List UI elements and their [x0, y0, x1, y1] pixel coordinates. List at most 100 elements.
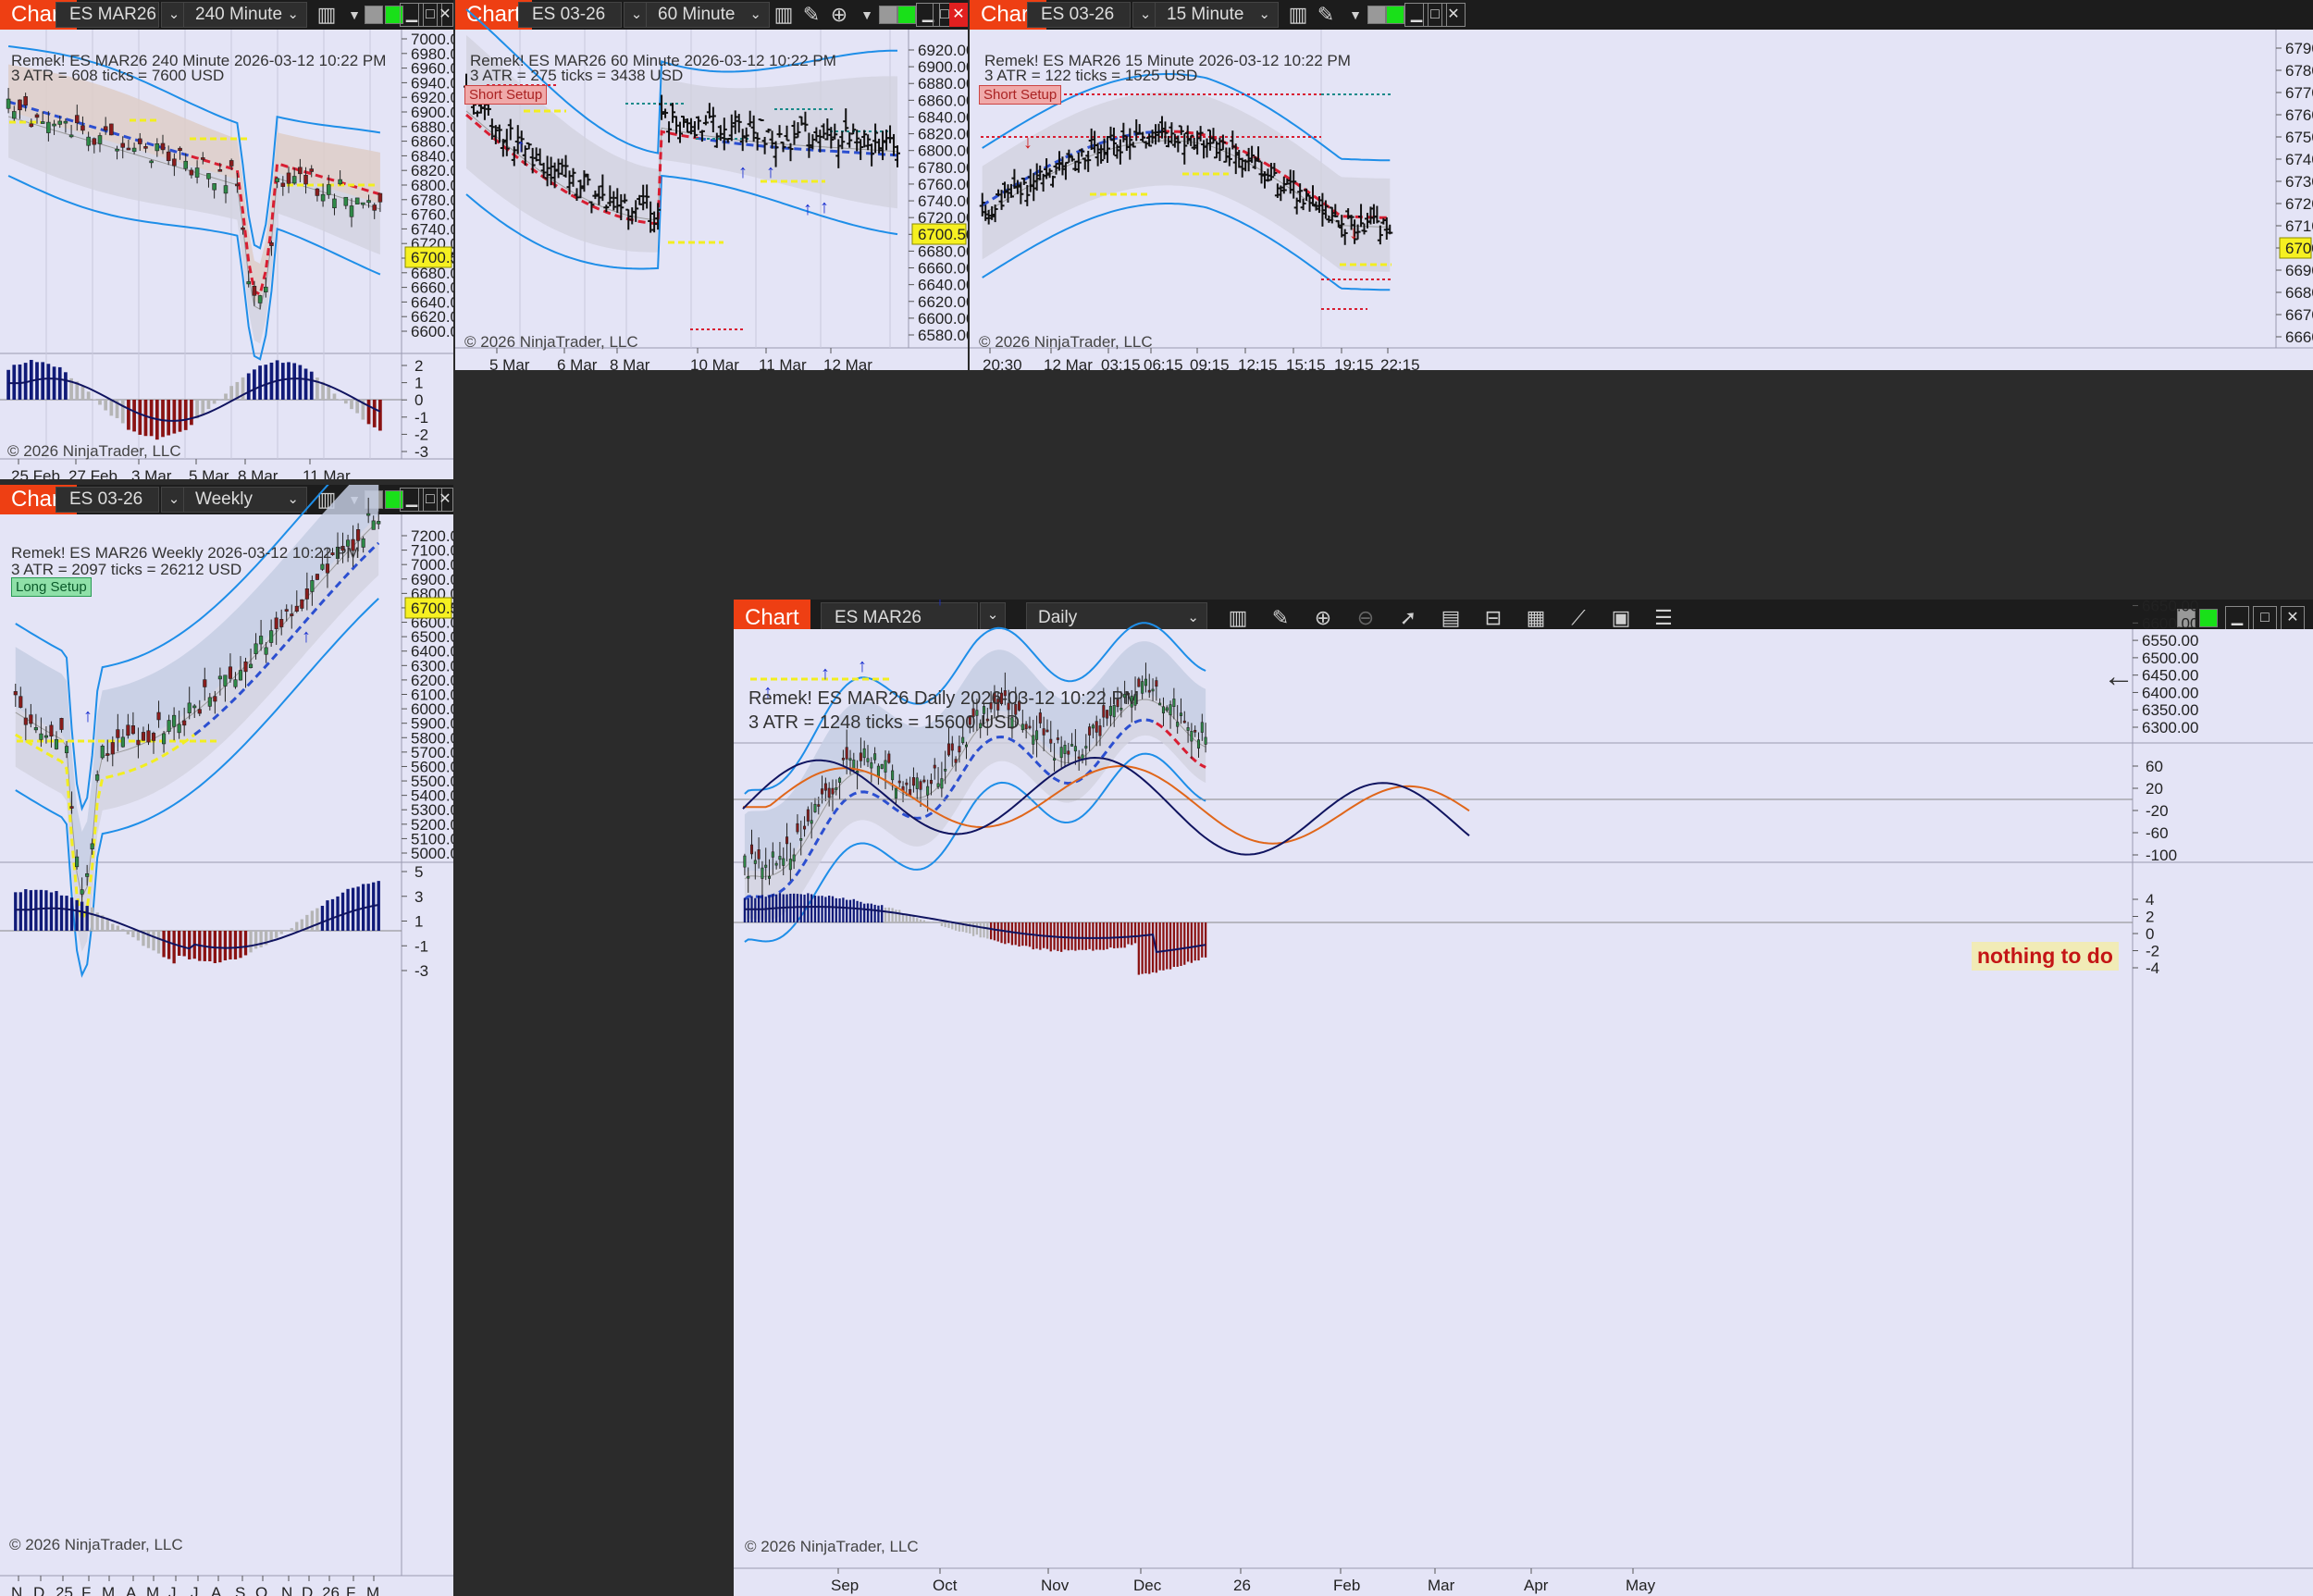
time-axis-label: 19:15: [1334, 356, 1374, 370]
pointer-icon[interactable]: ➚: [1399, 606, 1417, 629]
histogram-bar: [161, 400, 165, 438]
histogram-bar: [126, 931, 130, 934]
indicators-icon[interactable]: ▦: [1526, 606, 1546, 629]
close-button[interactable]: ✕: [437, 3, 453, 27]
instrument-dropdown-button[interactable]: ⌄: [161, 2, 187, 28]
minimize-button[interactable]: ▁: [1404, 3, 1429, 27]
histogram-bar: [891, 908, 894, 922]
bar-type-icon[interactable]: ▥: [1288, 3, 1308, 26]
period-selector[interactable]: 60 Minute ⌄: [646, 2, 770, 28]
maximize-button[interactable]: □: [418, 3, 442, 27]
period-selector[interactable]: 15 Minute ⌄: [1155, 2, 1279, 28]
candle-body: [1077, 756, 1081, 760]
histogram-bar: [55, 891, 58, 931]
list-icon[interactable]: ▣: [1611, 606, 1631, 629]
maximize-button[interactable]: □: [1423, 3, 1447, 27]
chevron-down-icon: ⌄: [287, 6, 299, 22]
histogram-bar: [241, 377, 245, 400]
instrument-selector[interactable]: ES 03-26: [1027, 2, 1131, 28]
osc-axis-label: 4: [2146, 891, 2154, 909]
histogram-bar: [846, 899, 848, 922]
histogram-bar: [895, 909, 897, 922]
price-axis-label: 6920.00: [411, 89, 453, 106]
histogram-bar: [1074, 922, 1077, 951]
chart-window-15min[interactable]: Chart ES 03-26 ⌄ 15 Minute ⌄ ▥ ✎ ▼ ▁ □ ✕ …: [970, 0, 2313, 370]
instrument-link-button[interactable]: [1386, 6, 1404, 24]
instrument-link-button[interactable]: [385, 6, 403, 24]
pencil-icon[interactable]: ✎: [802, 3, 821, 26]
zoom-in-icon[interactable]: ⊕: [830, 3, 848, 26]
maximize-button[interactable]: □: [418, 488, 442, 512]
candle-body: [989, 702, 993, 710]
time-axis-label: 12:15: [1238, 356, 1278, 370]
zoom-out-icon[interactable]: ⊖: [1356, 606, 1375, 629]
period-selector[interactable]: 240 Minute ⌄: [183, 2, 307, 28]
candle-body: [269, 630, 274, 643]
instrument-selector[interactable]: ES MAR26: [821, 602, 978, 634]
minimize-button[interactable]: ▁: [400, 3, 424, 27]
chart-window-240min[interactable]: Chart ES MAR26 ⌄ 240 Minute ⌄ ▥ ▼ ▁ □ ✕ 7…: [0, 0, 453, 479]
instrument-selector[interactable]: ES 03-26: [518, 2, 622, 28]
chevron-down-icon[interactable]: ▼: [348, 7, 361, 22]
strategy-icon[interactable]: ⊟: [1484, 606, 1503, 629]
chart-canvas[interactable]: ↑↑7200.007100.007000.006900.006800.00670…: [0, 485, 453, 1596]
close-button[interactable]: ✕: [1441, 3, 1466, 27]
close-button[interactable]: ✕: [437, 488, 453, 512]
candle-body: [233, 679, 238, 687]
last-price-label: 6700.50: [2285, 240, 2313, 257]
candle-body: [806, 809, 810, 822]
histogram-bar: [828, 895, 831, 922]
histogram-bar: [326, 900, 329, 931]
bar-type-icon[interactable]: ▥: [773, 3, 794, 26]
chart-window-60min[interactable]: Chart ES 03-26 ⌄ 60 Minute ⌄ ▥ ✎ ⊕ ▼ ▁ □ …: [455, 0, 968, 370]
candle-body: [229, 160, 234, 167]
upper-band-line: [982, 73, 1391, 162]
chart-canvas[interactable]: ↓ ↓ 6790.00 6780.00 6770.00 6760.00 6750.00 674…: [970, 0, 2313, 370]
candle-body: [946, 743, 950, 756]
candle-body: [97, 135, 103, 144]
list-icon[interactable]: ☰: [1654, 606, 1673, 629]
histogram-bar: [98, 400, 102, 405]
instrument-selector[interactable]: ES 03-26: [56, 487, 159, 513]
instrument-link-button[interactable]: [385, 490, 403, 509]
sync-linked-button[interactable]: [1367, 6, 1386, 24]
minimize-button[interactable]: ▁: [400, 488, 424, 512]
sync-linked-button[interactable]: [2177, 609, 2195, 627]
zoom-in-icon[interactable]: ⊕: [1314, 606, 1332, 629]
histogram-bar: [1123, 922, 1126, 948]
close-button[interactable]: ✕: [949, 3, 968, 27]
candle-body: [757, 849, 761, 860]
instrument-link-button[interactable]: [2199, 609, 2218, 627]
chart-window-daily[interactable]: Chart ES MAR26 ⌄ Daily ⌄ ▥ ✎ ⊕ ⊖ ➚ ▤ ⊟ ▦ …: [734, 600, 2313, 1596]
instrument-dropdown-button[interactable]: ⌄: [624, 2, 649, 28]
chart-canvas[interactable]: 7000.006980.006960.006940.006920.006900.…: [0, 0, 453, 479]
price-axis-label: 6750.00: [2285, 129, 2313, 146]
copyright: © 2026 NinjaTrader, LLC: [9, 1536, 183, 1553]
chart-window-weekly[interactable]: Chart ES 03-26 ⌄ Weekly⌄ ▥ ▼ ▁ □ ✕ ↑↑720…: [0, 485, 453, 1596]
signal-line: [744, 906, 1206, 953]
data-box-icon[interactable]: ▤: [1441, 606, 1461, 629]
bar-type-icon[interactable]: ▥: [1228, 606, 1248, 629]
price-axis-label: 5300.00: [411, 801, 453, 819]
pencil-icon[interactable]: ✎: [1317, 3, 1335, 26]
instrument-selector[interactable]: ES MAR26: [56, 2, 159, 28]
sync-linked-button[interactable]: [365, 6, 383, 24]
period-selector[interactable]: Weekly ⌄: [183, 487, 307, 513]
time-axis-label: Mar: [1428, 1577, 1455, 1594]
signal-arrow-icon: ↑: [738, 162, 748, 182]
candle-body: [33, 727, 38, 731]
candle-body: [929, 779, 933, 785]
minimize-button[interactable]: ▁: [916, 3, 940, 27]
chart-canvas[interactable]: ↑↑↑↑↑7200.007150.007100.007050.007000.00…: [734, 600, 2313, 1596]
sync-linked-button[interactable]: [879, 6, 897, 24]
properties-icon[interactable]: ⟋: [1571, 606, 1586, 629]
chevron-down-icon[interactable]: ▼: [1349, 7, 1362, 22]
candle-body: [137, 138, 142, 144]
candle-body: [919, 781, 922, 790]
bar-type-icon[interactable]: ▥: [316, 3, 337, 26]
instrument-link-button[interactable]: [897, 6, 916, 24]
chevron-down-icon[interactable]: ▼: [860, 7, 873, 22]
period-selector[interactable]: Daily ⌄: [1026, 602, 1207, 634]
pencil-icon[interactable]: ✎: [1271, 606, 1290, 629]
back-arrow-icon[interactable]: ←: [2103, 659, 2134, 694]
